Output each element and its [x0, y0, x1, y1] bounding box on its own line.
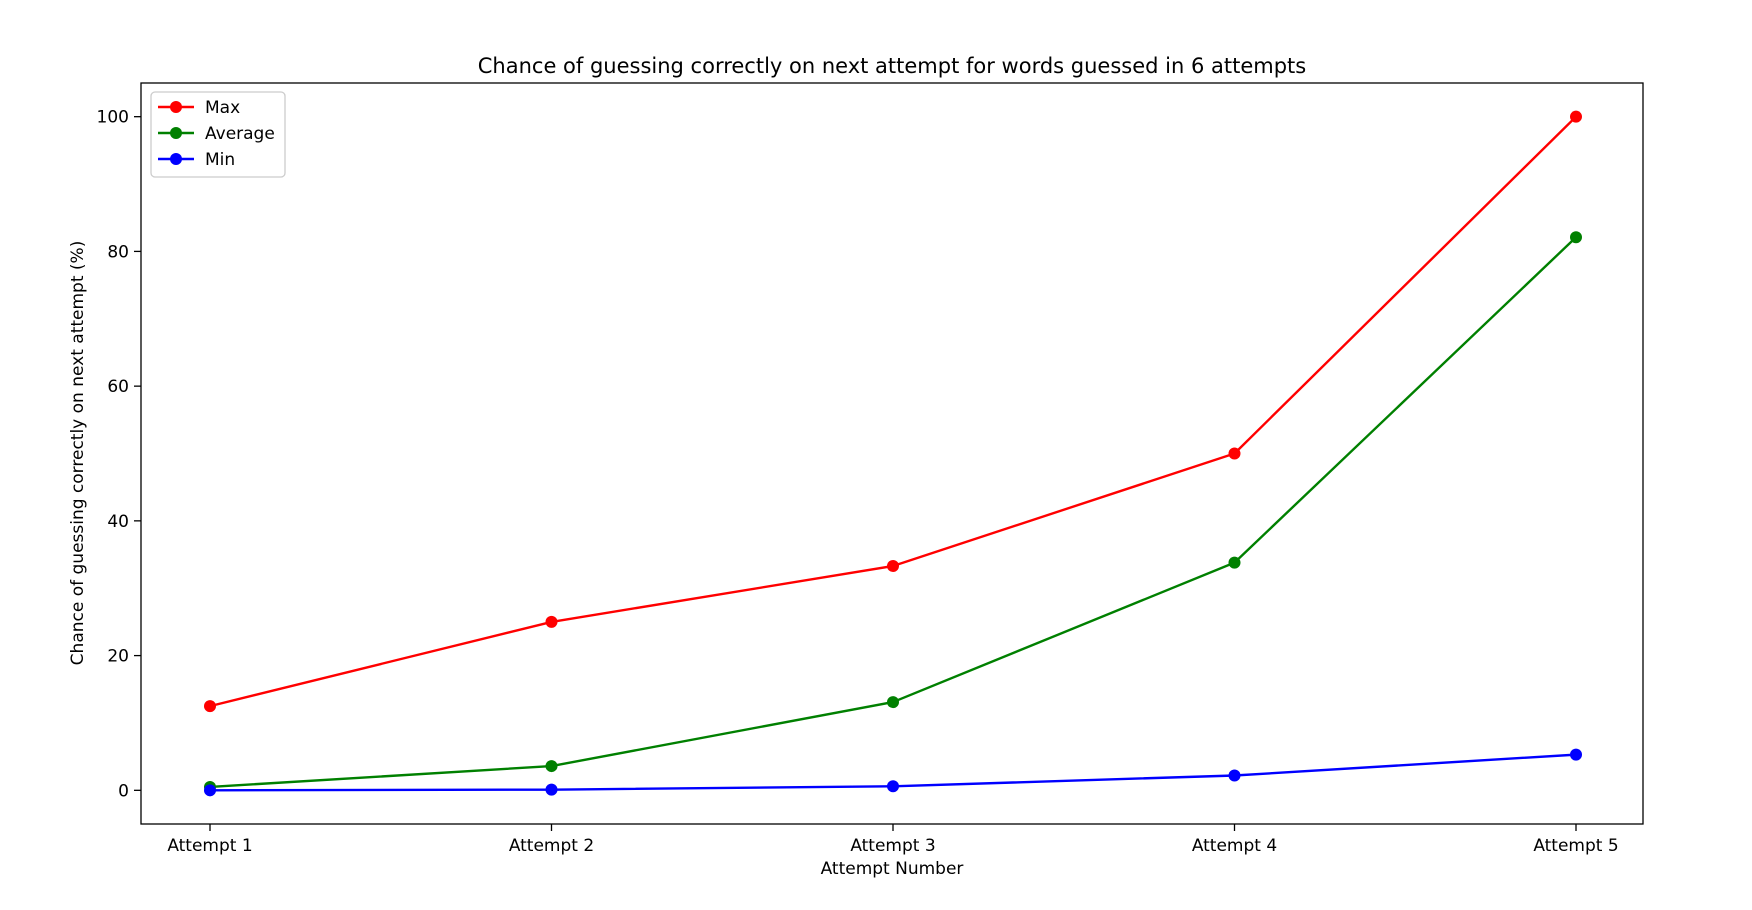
data-point-max — [1570, 110, 1582, 123]
data-point-min — [545, 783, 558, 796]
data-point-max — [1228, 447, 1241, 460]
x-tick-label: Attempt 4 — [1192, 836, 1277, 856]
data-point-min — [1570, 748, 1582, 761]
x-tick-label: Attempt 5 — [1533, 836, 1618, 856]
legend-marker-max — [170, 101, 182, 113]
data-point-average — [1228, 556, 1241, 569]
legend-label-max: Max — [205, 98, 240, 118]
x-tick-label: Attempt 2 — [509, 836, 594, 856]
x-axis-ticks: Attempt 1 Attempt 2 Attempt 3 Attempt 4 Atte… — [167, 824, 1619, 856]
legend-label-min: Min — [205, 150, 235, 170]
legend-marker-average — [170, 127, 182, 139]
legend: Max Average Min — [150, 91, 286, 178]
x-tick-label: Attempt 3 — [850, 836, 935, 856]
y-tick-label: 60 — [107, 377, 129, 397]
data-point-max — [204, 700, 216, 713]
data-point-min — [887, 780, 899, 793]
y-tick-label: 20 — [107, 647, 129, 667]
y-tick-label: 40 — [107, 512, 129, 532]
x-axis-label: Attempt Number — [821, 859, 964, 879]
data-point-max — [887, 559, 899, 572]
data-point-average — [887, 696, 899, 709]
legend-label-average: Average — [205, 124, 275, 144]
series-layer — [204, 110, 1582, 797]
y-tick-label: 100 — [97, 108, 129, 128]
legend-frame — [150, 91, 286, 178]
y-tick-label: 80 — [107, 242, 129, 262]
legend-marker-min — [170, 153, 182, 165]
data-point-min — [1228, 769, 1241, 782]
data-point-average — [545, 760, 558, 773]
data-point-min — [204, 784, 216, 797]
plot-frame — [140, 82, 1644, 825]
plot-area — [140, 82, 1644, 825]
data-point-average — [1570, 231, 1582, 244]
y-axis-ticks: 0 20 40 60 80 100 — [97, 108, 141, 801]
y-axis-label: Chance of guessing correctly on next att… — [68, 241, 88, 666]
chart-title: Chance of guessing correctly on next att… — [478, 54, 1306, 78]
data-point-max — [545, 615, 558, 628]
x-tick-label: Attempt 1 — [167, 836, 252, 856]
y-tick-label: 0 — [118, 781, 129, 801]
